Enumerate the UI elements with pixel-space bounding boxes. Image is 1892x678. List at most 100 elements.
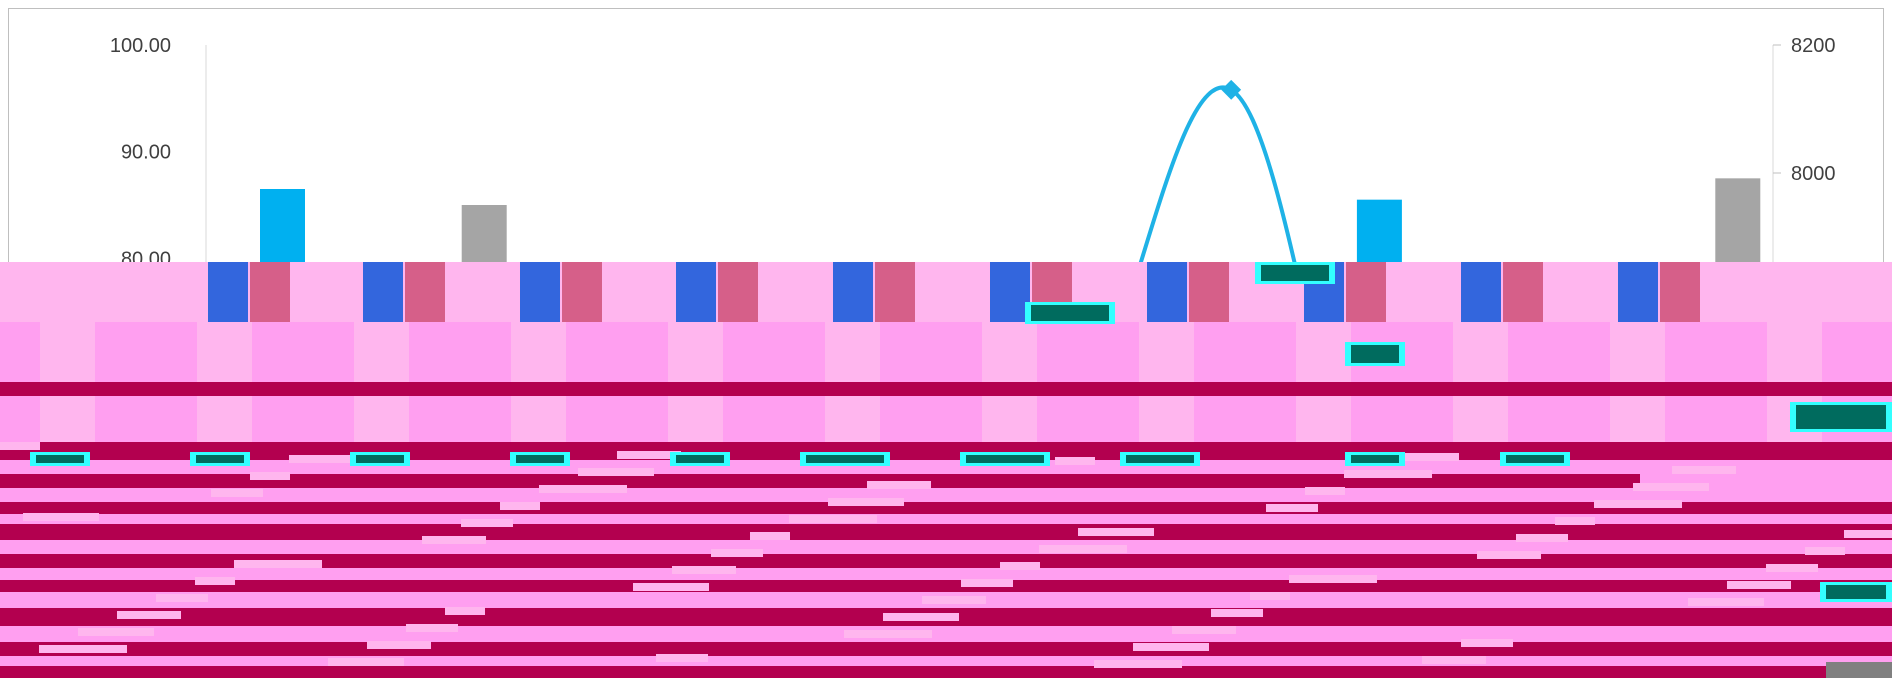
- corruption-gap: [1344, 470, 1432, 478]
- corruption-gap: [461, 519, 513, 527]
- corruption-row: [0, 442, 1892, 460]
- corruption-gap: [922, 596, 986, 604]
- corruption-glitch-tile: [676, 455, 724, 463]
- corruption-gap: [289, 455, 377, 463]
- corruption-gap: [1078, 528, 1154, 536]
- corruption-gap: [883, 613, 959, 621]
- corruption-gap: [1633, 483, 1709, 491]
- corruption-gap: [711, 549, 763, 557]
- corruption-gap: [1055, 457, 1095, 465]
- right-axis-tick-label: 8000: [1791, 163, 1836, 185]
- corruption-gap: [156, 594, 208, 602]
- corruption-bar-remnant: [1461, 262, 1501, 322]
- corruption-bar-remnant: [520, 262, 560, 322]
- corruption-bar-remnant: [676, 262, 716, 322]
- corruption-bar-remnant: [363, 262, 403, 322]
- corruption-gap: [828, 498, 904, 506]
- corruption-gap: [1688, 598, 1764, 606]
- corruption-gap: [1805, 547, 1845, 555]
- corruption-gap: [1766, 564, 1818, 572]
- corruption-gap: [422, 536, 486, 544]
- corruption-gap: [1211, 609, 1263, 617]
- corruption-gap: [578, 468, 654, 476]
- corruption-gap: [617, 451, 681, 459]
- corruption-gap: [211, 489, 263, 497]
- right-axis-tick-label: 8200: [1791, 35, 1836, 57]
- corruption-gap: [1266, 504, 1318, 512]
- corruption-gap: [23, 513, 99, 521]
- corruption-gray-block: [1826, 662, 1892, 678]
- corruption-bar-remnant: [1346, 262, 1386, 322]
- corruption-gap: [234, 560, 322, 568]
- corruption-gap: [406, 624, 458, 632]
- corruption-glitch-tile: [356, 455, 404, 463]
- corruption-gap: [445, 607, 485, 615]
- corruption-gap: [672, 566, 736, 574]
- corruption-gap: [1133, 643, 1209, 651]
- corruption-glitch-tile: [1261, 265, 1329, 281]
- corruption-glitch-tile: [516, 455, 564, 463]
- corruption-gap: [1555, 517, 1595, 525]
- corruption-gap: [867, 481, 931, 489]
- corruption-glitch-tile: [1351, 455, 1399, 463]
- corruption-gap: [656, 654, 708, 662]
- corruption-gap: [1844, 530, 1892, 538]
- corruption-gap: [1289, 575, 1377, 583]
- corruption-gap: [844, 630, 932, 638]
- corruption-gap: [1094, 660, 1182, 668]
- corruption-gap: [500, 502, 540, 510]
- corruption-glitch-tile: [1351, 345, 1399, 363]
- corruption-gap: [1422, 656, 1486, 664]
- corruption-gap: [1250, 592, 1290, 600]
- corruption-glitch-tile: [1126, 455, 1194, 463]
- corruption-glitch-tile: [966, 455, 1044, 463]
- corruption-glitch-tile: [1826, 585, 1886, 599]
- corruption-row: [0, 382, 1892, 396]
- corruption-bar-remnant: [833, 262, 873, 322]
- corruption-bar-remnant: [208, 262, 248, 322]
- corruption-bar-remnant: [875, 262, 915, 322]
- corruption-gap: [1000, 562, 1040, 570]
- corruption-gap: [0, 442, 40, 450]
- corruption-gap: [539, 485, 627, 493]
- corruption-bar-remnant: [1503, 262, 1543, 322]
- corruption-bar-remnant: [562, 262, 602, 322]
- corruption-glitch-tile: [196, 455, 244, 463]
- corruption-glitch-tile: [806, 455, 884, 463]
- left-axis-tick-label: 100.00: [110, 35, 171, 57]
- corruption-bar-remnant: [990, 262, 1030, 322]
- corruption-gap: [1039, 545, 1127, 553]
- corruption-gap: [117, 611, 181, 619]
- corruption-row: [0, 580, 1892, 592]
- corruption-artifacts: [0, 262, 1892, 678]
- corruption-bar-remnant: [1618, 262, 1658, 322]
- corruption-gap: [1172, 626, 1236, 634]
- corruption-gap: [328, 658, 404, 666]
- corruption-row: [0, 474, 1640, 488]
- corruption-gap: [39, 645, 127, 653]
- corruption-glitch-tile: [1796, 405, 1886, 429]
- corruption-gap: [195, 577, 235, 585]
- corruption-row: [0, 502, 1892, 514]
- corruption-row: [0, 524, 1892, 540]
- corruption-gap: [750, 532, 790, 540]
- corruption-glitch-tile: [1506, 455, 1564, 463]
- corruption-row: [0, 554, 1892, 568]
- corruption-bar-remnant: [405, 262, 445, 322]
- corruption-gap: [78, 628, 154, 636]
- corruption-gap: [250, 472, 290, 480]
- line-point-marker: [1221, 79, 1242, 100]
- corruption-gap: [1305, 487, 1345, 495]
- corruption-upper-band: [0, 262, 1892, 322]
- corruption-gap: [367, 641, 431, 649]
- corruption-gap: [1594, 500, 1682, 508]
- left-axis-tick-label: 90.00: [121, 142, 171, 164]
- corruption-gap: [961, 579, 1013, 587]
- corrupted-image-region: [0, 262, 1892, 678]
- corruption-bar-remnant: [1147, 262, 1187, 322]
- corruption-bar-remnant: [250, 262, 290, 322]
- corruption-gap: [1516, 534, 1568, 542]
- corruption-gap: [633, 583, 709, 591]
- corruption-gap: [1383, 453, 1459, 461]
- corruption-bar-remnant: [718, 262, 758, 322]
